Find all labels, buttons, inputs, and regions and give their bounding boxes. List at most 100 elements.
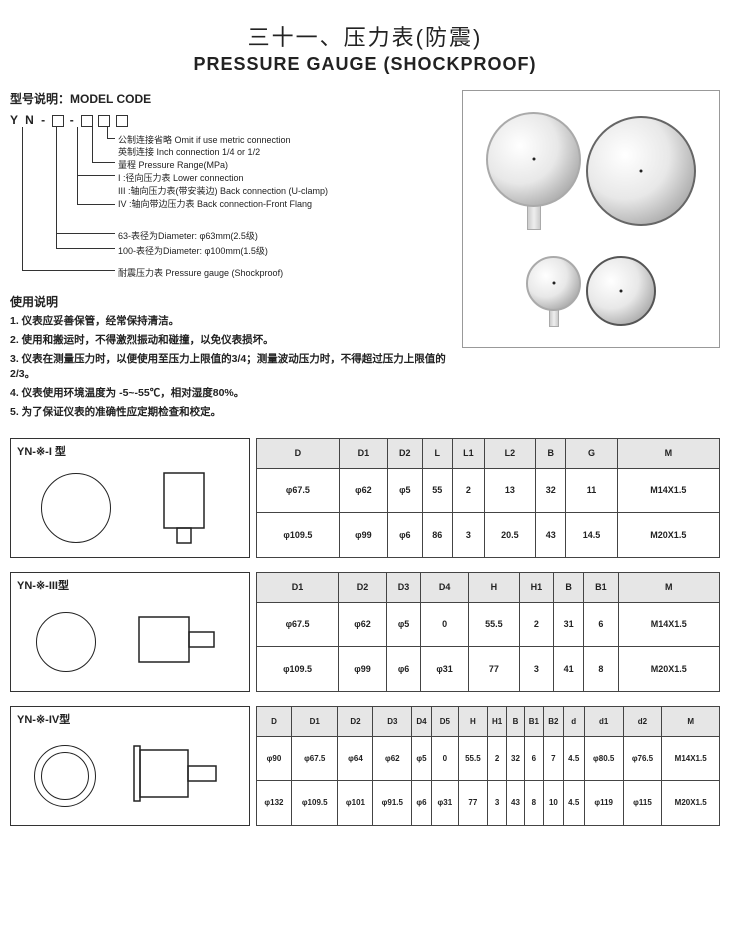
table-header: M <box>617 438 719 468</box>
table-cell: φ62 <box>373 736 412 781</box>
table-cell: φ67.5 <box>291 736 338 781</box>
table-header: D2 <box>338 706 373 736</box>
table-cell: φ67.5 <box>257 468 340 513</box>
table-cell: 55.5 <box>458 736 487 781</box>
table-cell: 3 <box>519 647 553 692</box>
table-cell: M14X1.5 <box>617 468 719 513</box>
table-cell: φ99 <box>339 513 387 558</box>
table-cell: φ99 <box>339 647 387 692</box>
diagram-title-3: YN-※-IV型 <box>17 711 243 727</box>
instruction-item: 4. 仪表使用环境温度为 -5~-55℃，相对湿度80%。 <box>10 386 452 402</box>
table-cell: φ31 <box>431 781 458 826</box>
table-cell: φ101 <box>338 781 373 826</box>
table-row: φ109.5φ99φ686320.54314.5M20X1.5 <box>257 513 720 558</box>
table-cell: 3 <box>487 781 507 826</box>
table-header: H1 <box>487 706 507 736</box>
table-header: d2 <box>623 706 662 736</box>
table-row: φ109.5φ99φ6φ31773418M20X1.5 <box>257 647 720 692</box>
table-cell: φ6 <box>388 513 423 558</box>
table-cell: φ62 <box>339 602 387 647</box>
table-header: D4 <box>421 572 469 602</box>
table-header: H <box>469 572 520 602</box>
instruction-item: 2. 使用和搬运时，不得激烈振动和碰撞，以免仪表损坏。 <box>10 333 452 349</box>
table-cell: 2 <box>519 602 553 647</box>
table-cell: 8 <box>524 781 544 826</box>
spec-table-3: DD1D2D3D4D5HH1BB1B2dd1d2M φ90φ67.5φ64φ62… <box>256 706 720 826</box>
table-header: D1 <box>291 706 338 736</box>
table-cell: 13 <box>484 468 535 513</box>
table-header: D3 <box>373 706 412 736</box>
table-cell: φ6 <box>386 647 420 692</box>
table-cell: M20X1.5 <box>662 781 720 826</box>
instruction-item: 1. 仪表应妥善保管，经常保持清洁。 <box>10 314 452 330</box>
table-cell: 86 <box>422 513 452 558</box>
table-cell: 43 <box>536 513 566 558</box>
table-cell: 10 <box>544 781 564 826</box>
table-cell: 11 <box>566 468 617 513</box>
table-cell: φ67.5 <box>257 602 339 647</box>
table-cell: φ109.5 <box>257 513 340 558</box>
diagram-box-3: YN-※-IV型 <box>10 706 250 826</box>
table-cell: 3 <box>453 513 485 558</box>
table-cell: φ115 <box>623 781 662 826</box>
instructions-heading: 使用说明 <box>10 293 452 310</box>
code-line-7: 100-表径为Diameter: φ100mm(1.5级) <box>118 244 268 257</box>
title-en: PRESSURE GAUGE (SHOCKPROOF) <box>10 54 720 75</box>
model-code-heading: 型号说明：MODEL CODE <box>10 90 452 107</box>
table-cell: 32 <box>507 736 524 781</box>
table-cell: 41 <box>554 647 584 692</box>
table-header: L2 <box>484 438 535 468</box>
table-cell: 0 <box>431 736 458 781</box>
table-header: D3 <box>386 572 420 602</box>
table-header: B <box>536 438 566 468</box>
table-cell: φ5 <box>412 736 432 781</box>
spec-table-2: D1D2D3D4HH1BB1M φ67.5φ62φ5055.52316M14X1… <box>256 572 720 692</box>
table-cell: 14.5 <box>566 513 617 558</box>
table-header: D1 <box>257 572 339 602</box>
table-header: L <box>422 438 452 468</box>
table-cell: φ132 <box>257 781 292 826</box>
table-header: D <box>257 706 292 736</box>
table-cell: φ109.5 <box>257 647 339 692</box>
code-prefix: Y N - - <box>10 113 128 127</box>
table-cell: φ90 <box>257 736 292 781</box>
table-cell: φ31 <box>421 647 469 692</box>
table-header: G <box>566 438 617 468</box>
spec-table-1: DD1D2LL1L2BGM φ67.5φ62φ5552133211M14X1.5… <box>256 438 720 558</box>
spec-section-2: YN-※-III型 D1D2D3D4HH1BB1M φ67.5φ62φ5055.… <box>10 572 720 692</box>
diagram-title-1: YN-※-I 型 <box>17 443 243 459</box>
table-header: H <box>458 706 487 736</box>
table-cell: 4.5 <box>563 736 584 781</box>
code-line-5: IV :轴向带边压力表 Back connection-Front Flang <box>118 197 312 210</box>
table-cell: 7 <box>544 736 564 781</box>
table-header: d1 <box>584 706 623 736</box>
table-cell: 31 <box>554 602 584 647</box>
code-line-6: 63-表径为Diameter: φ63mm(2.5级) <box>118 229 258 242</box>
table-cell: 8 <box>584 647 618 692</box>
table-cell: φ91.5 <box>373 781 412 826</box>
diagram-title-2: YN-※-III型 <box>17 577 243 593</box>
table-header: H1 <box>519 572 553 602</box>
table-cell: 55.5 <box>469 602 520 647</box>
product-photo <box>462 90 720 348</box>
model-code-diagram: Y N - - 公制连接省略 Omit if use metric connec… <box>10 113 452 283</box>
table-cell: 43 <box>507 781 524 826</box>
table-cell: 6 <box>584 602 618 647</box>
table-header: D1 <box>339 438 387 468</box>
table-header: M <box>618 572 720 602</box>
table-cell: φ62 <box>339 468 387 513</box>
code-line-4: III :轴向压力表(带安装边) Back connection (U-clam… <box>118 184 328 197</box>
table-cell: 4.5 <box>563 781 584 826</box>
table-cell: 77 <box>458 781 487 826</box>
code-line-1: 英制连接 Inch connection 1/4 or 1/2 <box>118 145 260 158</box>
table-row: φ132φ109.5φ101φ91.5φ6φ31773438104.5φ119φ… <box>257 781 720 826</box>
table-cell: 0 <box>421 602 469 647</box>
table-cell: φ5 <box>386 602 420 647</box>
table-cell: 20.5 <box>484 513 535 558</box>
diagram-box-1: YN-※-I 型 <box>10 438 250 558</box>
diagram-box-2: YN-※-III型 <box>10 572 250 692</box>
table-cell: M14X1.5 <box>618 602 720 647</box>
table-cell: φ76.5 <box>623 736 662 781</box>
table-row: φ67.5φ62φ5552133211M14X1.5 <box>257 468 720 513</box>
table-cell: M20X1.5 <box>617 513 719 558</box>
